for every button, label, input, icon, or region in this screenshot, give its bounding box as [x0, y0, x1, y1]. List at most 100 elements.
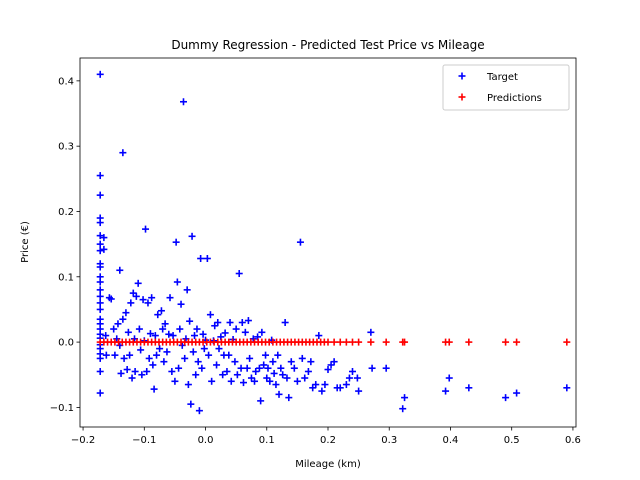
- y-tick-label: 0.2: [58, 207, 74, 218]
- target-point: [116, 266, 124, 274]
- x-axis-label: Mileage (km): [295, 459, 361, 470]
- y-tick-label: 0.0: [58, 338, 74, 349]
- target-point: [142, 225, 150, 233]
- target-point: [183, 286, 191, 294]
- target-point: [110, 325, 118, 333]
- target-point: [279, 371, 287, 379]
- target-point: [563, 384, 571, 392]
- target-point: [336, 384, 344, 392]
- target-point: [145, 354, 153, 362]
- target-point: [367, 328, 375, 336]
- x-tick-label: 0.6: [565, 435, 581, 446]
- target-point: [107, 295, 115, 303]
- legend-predictions-label: Predictions: [487, 93, 542, 104]
- target-point: [274, 351, 282, 359]
- x-tick-label: 0.3: [381, 435, 397, 446]
- target-point: [100, 234, 108, 242]
- plot-area: [96, 70, 571, 415]
- target-point: [231, 358, 239, 366]
- target-point: [150, 385, 158, 393]
- target-point: [215, 345, 223, 353]
- target-point: [225, 351, 233, 359]
- target-point: [189, 348, 197, 356]
- target-point: [285, 394, 293, 402]
- target-point: [96, 219, 104, 227]
- target-point: [345, 374, 353, 382]
- target-point: [177, 300, 185, 308]
- target-point: [102, 332, 110, 340]
- target-point: [96, 191, 104, 199]
- target-point: [260, 361, 268, 369]
- target-point: [193, 325, 201, 333]
- target-point: [119, 149, 127, 157]
- target-point: [131, 367, 139, 375]
- prediction-point: [513, 338, 521, 346]
- target-point: [270, 369, 278, 377]
- target-point: [96, 240, 104, 248]
- target-point: [239, 379, 247, 387]
- target-point: [124, 328, 132, 336]
- target-point: [382, 364, 390, 372]
- target-point: [123, 366, 131, 374]
- target-point: [165, 330, 173, 338]
- target-point: [184, 381, 192, 389]
- target-point: [307, 358, 315, 366]
- target-point: [277, 364, 285, 372]
- y-tick-label: −0.1: [50, 403, 74, 414]
- target-point: [96, 278, 104, 286]
- target-point: [213, 361, 221, 369]
- target-point: [191, 332, 199, 340]
- target-point: [296, 238, 304, 246]
- target-point: [266, 377, 274, 385]
- y-tick-label: 0.1: [58, 272, 74, 283]
- y-tick-label: 0.4: [58, 76, 74, 87]
- prediction-point: [401, 338, 409, 346]
- x-tick-label: 0.5: [504, 435, 520, 446]
- target-point: [502, 394, 510, 402]
- target-point: [198, 364, 206, 372]
- target-point: [119, 315, 127, 323]
- target-point: [208, 377, 216, 385]
- target-point: [96, 367, 104, 375]
- target-point: [219, 371, 227, 379]
- prediction-point: [324, 338, 332, 346]
- target-point: [251, 377, 259, 385]
- target-point: [166, 294, 174, 302]
- target-point: [324, 366, 332, 374]
- target-point: [156, 345, 164, 353]
- target-point: [255, 364, 263, 372]
- target-point: [233, 371, 241, 379]
- target-point: [96, 292, 104, 300]
- target-point: [262, 351, 270, 359]
- y-tick-label: 0.3: [58, 142, 74, 153]
- target-point: [226, 319, 234, 327]
- target-point: [348, 367, 356, 375]
- target-point: [96, 263, 104, 271]
- target-point: [205, 351, 213, 359]
- target-point: [272, 381, 280, 389]
- target-point: [330, 358, 338, 366]
- target-point: [321, 381, 329, 389]
- legend-box: [442, 64, 570, 111]
- target-point: [132, 292, 140, 300]
- target-point: [135, 325, 143, 333]
- target-point: [137, 346, 145, 354]
- target-point: [301, 374, 309, 382]
- target-point: [237, 364, 245, 372]
- prediction-point: [348, 338, 356, 346]
- target-point: [264, 364, 272, 372]
- target-point: [252, 367, 260, 375]
- target-point: [290, 364, 298, 372]
- target-point: [238, 319, 246, 327]
- target-point: [128, 374, 136, 382]
- x-tick-label: −0.1: [132, 435, 156, 446]
- target-point: [445, 374, 453, 382]
- target-point: [96, 299, 104, 307]
- prediction-point: [445, 338, 453, 346]
- target-point: [159, 325, 167, 333]
- chart-title: Dummy Regression - Predicted Test Price …: [171, 38, 484, 52]
- prediction-point: [502, 338, 510, 346]
- target-point: [353, 374, 361, 382]
- target-point: [401, 394, 409, 402]
